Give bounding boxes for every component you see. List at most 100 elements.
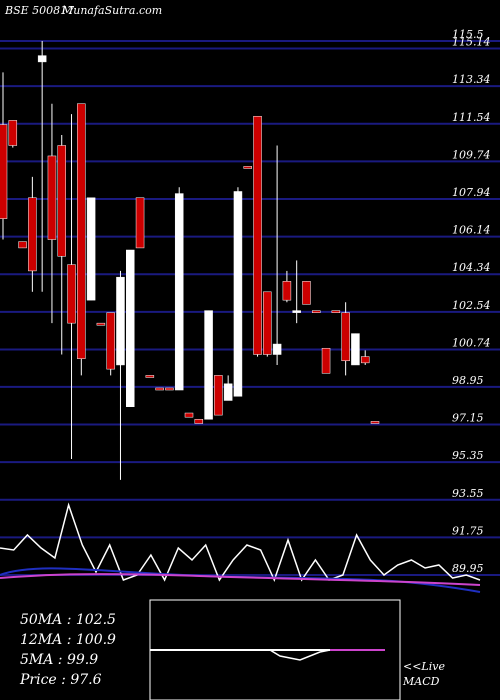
- candle-body: [77, 103, 86, 359]
- candle: [282, 270, 292, 303]
- candle: [77, 103, 86, 376]
- candle-body: [8, 120, 18, 146]
- candle: [263, 291, 272, 357]
- y-tick-label: 91.75: [452, 524, 484, 537]
- candle: [370, 421, 380, 424]
- y-tick-label: 104.34: [452, 261, 491, 274]
- candle-body: [37, 55, 47, 63]
- candle-body: [67, 264, 76, 324]
- candle-body: [292, 310, 301, 313]
- candle-body: [272, 343, 282, 355]
- candle: [135, 197, 145, 249]
- candle: [184, 412, 194, 418]
- candle: [233, 187, 243, 397]
- y-tick-label: 109.74: [452, 148, 491, 161]
- candle-body: [57, 145, 66, 257]
- y-tick-label: 100.74: [452, 336, 491, 349]
- candle-body: [116, 276, 125, 366]
- candle-body: [165, 387, 174, 391]
- candle-body: [135, 197, 145, 249]
- candle-body: [0, 124, 8, 219]
- candle: [106, 312, 115, 376]
- candle-body: [233, 191, 243, 397]
- candle-body: [370, 421, 380, 424]
- candle: [155, 387, 164, 391]
- candle: [174, 187, 184, 391]
- candle-body: [106, 312, 115, 370]
- candle-body: [96, 322, 106, 326]
- candle-body: [18, 241, 27, 249]
- candle: [116, 270, 125, 480]
- candle-body: [263, 291, 272, 355]
- y-tick-label: 115.14: [452, 36, 491, 49]
- y-tick-label: 97.15: [452, 412, 484, 425]
- y-tick-label: 113.34: [452, 73, 491, 86]
- candle: [126, 249, 135, 408]
- candle: [360, 350, 370, 365]
- candle-body: [360, 356, 370, 364]
- candle: [312, 310, 321, 313]
- candle: [214, 375, 223, 416]
- candle: [253, 115, 262, 357]
- candle: [28, 176, 37, 292]
- candle-body: [243, 166, 252, 169]
- site-name: MunafaSutra.com: [62, 4, 163, 17]
- ma50-label: 50MA : 102.5: [20, 612, 116, 628]
- candle: [272, 145, 282, 365]
- y-tick-label: 115.5: [452, 28, 484, 41]
- candle: [331, 310, 341, 313]
- candle: [165, 387, 174, 391]
- y-tick-label: 107.94: [452, 186, 491, 199]
- candle: [292, 260, 301, 324]
- candle-body: [312, 310, 321, 313]
- macd-line: [269, 649, 331, 661]
- candle-body: [223, 383, 233, 401]
- y-tick-label: 95.35: [452, 449, 484, 462]
- candle-body: [126, 249, 135, 408]
- candle: [37, 41, 47, 292]
- candle-body: [341, 312, 350, 362]
- candle-body: [184, 412, 194, 418]
- macd-note-live: <<Live: [403, 660, 445, 673]
- macd-note-macd: MACD: [403, 675, 440, 688]
- candle: [47, 103, 57, 324]
- candle-body: [204, 310, 213, 420]
- candle: [243, 166, 252, 169]
- candle: [8, 120, 18, 148]
- ma-long-line: [0, 573, 481, 586]
- candle-body: [321, 347, 331, 374]
- price-label: Price : 97.6: [20, 672, 102, 688]
- stock-code: BSE 500817: [5, 4, 75, 17]
- candle: [0, 72, 8, 240]
- candle: [223, 375, 233, 401]
- candle-body: [302, 281, 311, 305]
- candle-body: [28, 197, 37, 272]
- candle: [351, 333, 360, 366]
- candle-body: [86, 197, 96, 301]
- ma-mid-line: [0, 567, 481, 593]
- candlesticks: [0, 41, 380, 480]
- candle-body: [47, 155, 57, 240]
- y-tick-label: 102.54: [452, 299, 491, 312]
- candle-body: [253, 115, 262, 355]
- candle: [341, 302, 350, 376]
- candle-body: [194, 419, 204, 424]
- y-tick-label: 93.55: [452, 487, 484, 500]
- candle: [18, 241, 27, 249]
- candle-body: [214, 375, 223, 416]
- candle: [96, 322, 106, 326]
- y-tick-label: 98.95: [452, 374, 484, 387]
- candle-body: [331, 310, 341, 313]
- y-tick-label: 111.54: [452, 111, 491, 124]
- y-tick-label: 106.14: [452, 224, 491, 237]
- candle: [194, 419, 204, 424]
- candle-body: [351, 333, 360, 366]
- candle: [86, 197, 96, 301]
- candle-body: [155, 387, 164, 391]
- candle: [302, 281, 311, 305]
- candle-body: [282, 281, 292, 301]
- candle: [67, 114, 76, 460]
- ma5-label: 5MA : 99.9: [20, 652, 99, 668]
